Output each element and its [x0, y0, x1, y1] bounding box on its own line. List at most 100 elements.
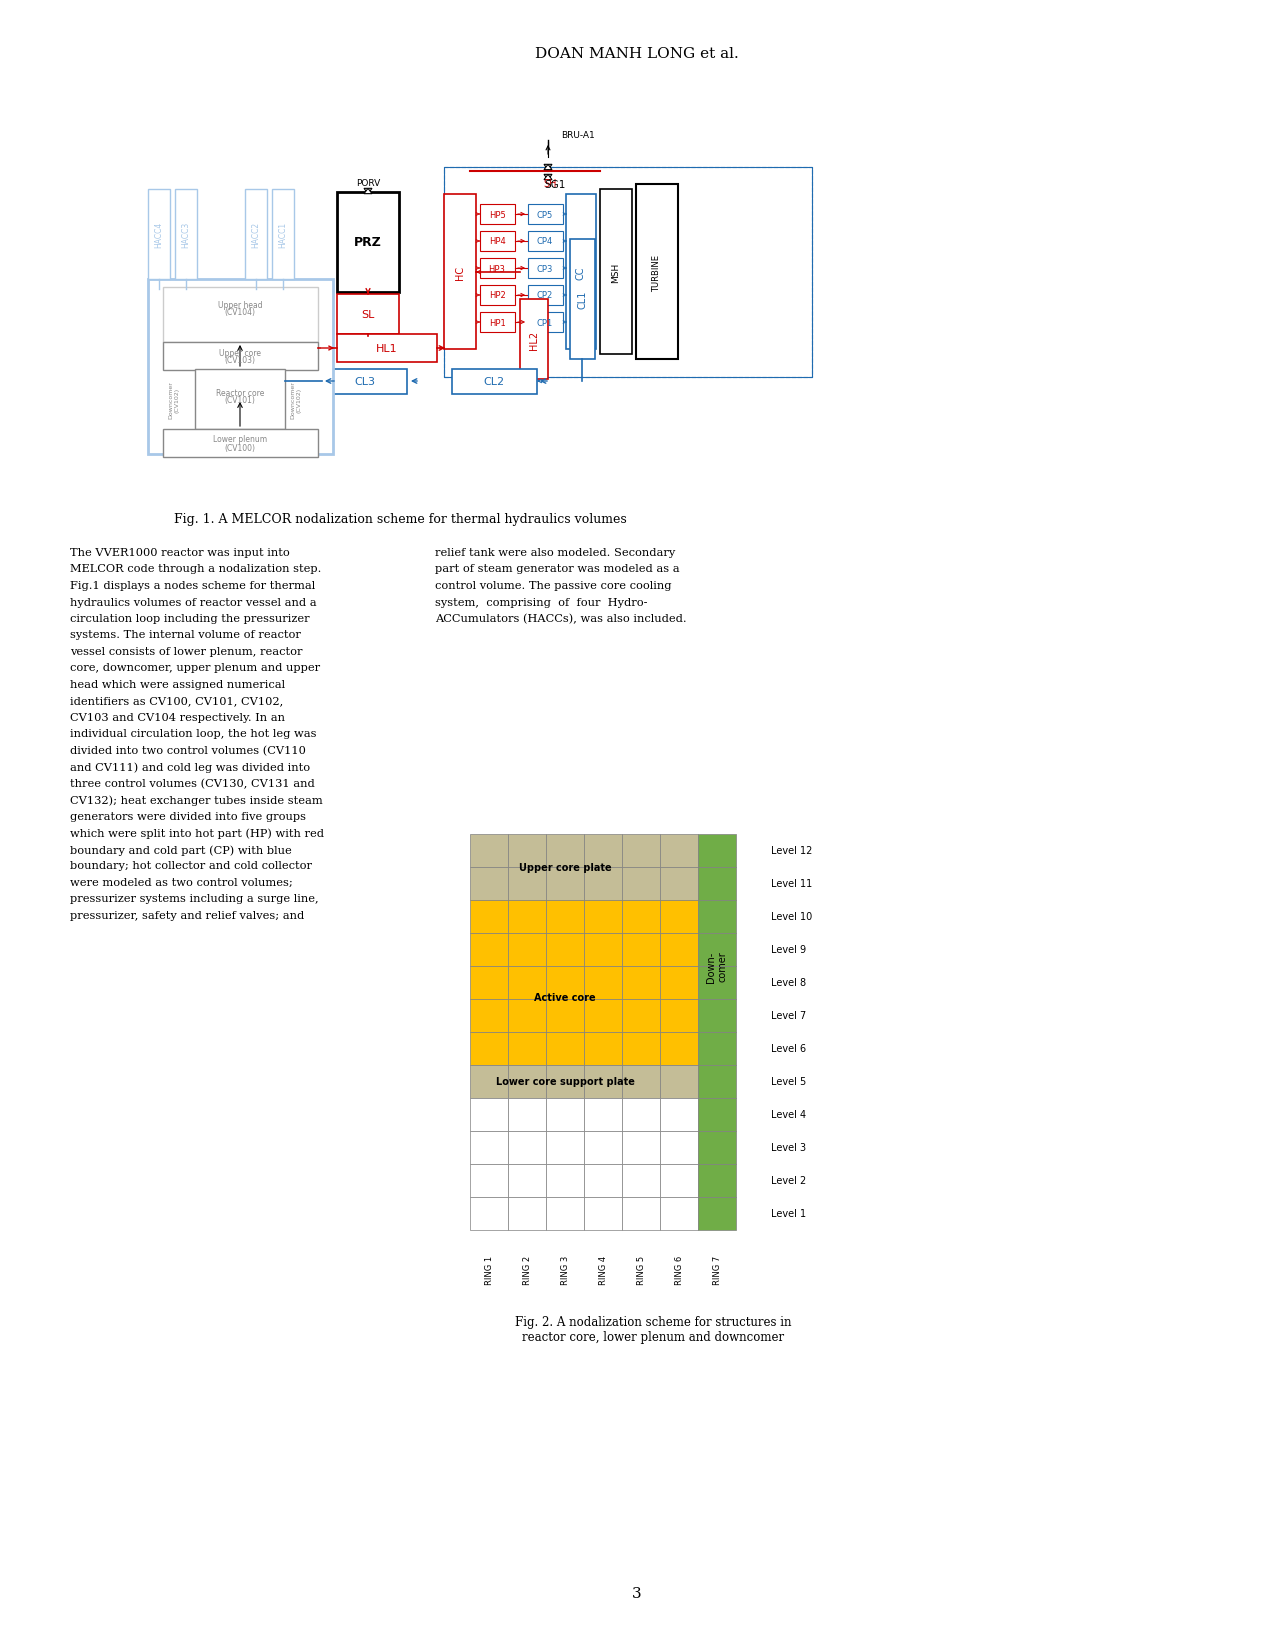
- Text: Lower core support plate: Lower core support plate: [496, 1076, 634, 1086]
- Bar: [547, 999, 583, 1032]
- Bar: [698, 1032, 736, 1065]
- Bar: [508, 1131, 547, 1163]
- Bar: [470, 1098, 508, 1131]
- Bar: [508, 1032, 547, 1065]
- Text: MSH: MSH: [612, 262, 620, 283]
- Bar: [480, 313, 515, 333]
- Bar: [445, 168, 812, 377]
- Bar: [527, 313, 563, 333]
- Text: CP4: CP4: [536, 237, 553, 246]
- Bar: [508, 1065, 547, 1098]
- Text: were modeled as two control volumes;: were modeled as two control volumes;: [70, 877, 293, 888]
- Text: DOAN MANH LONG et al.: DOAN MANH LONG et al.: [535, 48, 739, 61]
- Bar: [583, 1198, 622, 1231]
- Text: Reactor core: Reactor core: [215, 389, 264, 397]
- Bar: [547, 1131, 583, 1163]
- Bar: [527, 204, 563, 224]
- Text: hydraulics volumes of reactor vessel and a: hydraulics volumes of reactor vessel and…: [70, 597, 317, 606]
- Text: generators were divided into five groups: generators were divided into five groups: [70, 811, 306, 821]
- Bar: [698, 867, 736, 900]
- Text: HACC1: HACC1: [279, 222, 288, 247]
- Bar: [698, 834, 736, 867]
- Text: MELCOR code through a nodalization step.: MELCOR code through a nodalization step.: [70, 564, 321, 574]
- Bar: [175, 190, 197, 280]
- Bar: [583, 834, 622, 867]
- Bar: [660, 933, 698, 966]
- Bar: [698, 900, 736, 933]
- Bar: [583, 1098, 622, 1131]
- Bar: [583, 999, 622, 1032]
- Bar: [163, 430, 318, 458]
- Text: Downcomer
(CV102): Downcomer (CV102): [168, 381, 180, 419]
- Bar: [470, 933, 508, 966]
- Text: (CV103): (CV103): [224, 356, 256, 366]
- Text: CV103 and CV104 respectively. In an: CV103 and CV104 respectively. In an: [70, 712, 285, 722]
- Text: divided into two control volumes (CV110: divided into two control volumes (CV110: [70, 745, 306, 756]
- Bar: [322, 369, 406, 396]
- Bar: [660, 900, 698, 933]
- Text: RING 1: RING 1: [484, 1256, 493, 1284]
- Bar: [622, 1163, 660, 1198]
- Text: control volume. The passive core cooling: control volume. The passive core cooling: [434, 580, 671, 590]
- Bar: [508, 966, 547, 999]
- Text: CC: CC: [576, 265, 586, 280]
- Text: core, downcomer, upper plenum and upper: core, downcomer, upper plenum and upper: [70, 662, 320, 672]
- Bar: [660, 1163, 698, 1198]
- Text: HACC4: HACC4: [154, 222, 163, 247]
- Bar: [338, 335, 437, 363]
- Polygon shape: [544, 165, 552, 170]
- Text: Upper core: Upper core: [219, 348, 261, 358]
- Bar: [508, 933, 547, 966]
- Bar: [508, 900, 547, 933]
- Text: (CV101): (CV101): [224, 396, 256, 405]
- Text: CP3: CP3: [536, 264, 553, 274]
- Text: BRU-A1: BRU-A1: [561, 130, 595, 140]
- Text: Level 6: Level 6: [771, 1043, 806, 1053]
- Bar: [547, 867, 583, 900]
- Bar: [698, 1198, 736, 1231]
- Bar: [508, 1163, 547, 1198]
- Bar: [622, 1198, 660, 1231]
- Bar: [148, 190, 169, 280]
- Bar: [470, 867, 508, 900]
- Text: HACC2: HACC2: [251, 222, 260, 247]
- Bar: [470, 1032, 508, 1065]
- Text: The VVER1000 reactor was input into: The VVER1000 reactor was input into: [70, 547, 289, 557]
- Text: CL2: CL2: [483, 377, 505, 387]
- Bar: [622, 834, 660, 867]
- Bar: [195, 369, 285, 430]
- Bar: [163, 343, 318, 371]
- Bar: [527, 285, 563, 307]
- Text: Down-
comer: Down- comer: [706, 951, 727, 982]
- Text: boundary and cold part (CP) with blue: boundary and cold part (CP) with blue: [70, 844, 292, 855]
- Text: Level 12: Level 12: [771, 845, 813, 855]
- Text: HL1: HL1: [376, 344, 397, 354]
- Text: RING 7: RING 7: [712, 1256, 721, 1284]
- Bar: [660, 999, 698, 1032]
- Polygon shape: [544, 165, 552, 170]
- Polygon shape: [544, 175, 552, 181]
- Text: vessel consists of lower plenum, reactor: vessel consists of lower plenum, reactor: [70, 646, 302, 656]
- Bar: [470, 1163, 508, 1198]
- Bar: [508, 1098, 547, 1131]
- Polygon shape: [364, 190, 372, 194]
- Bar: [698, 1065, 736, 1098]
- Text: CL1: CL1: [577, 290, 587, 310]
- Bar: [622, 999, 660, 1032]
- Text: RING 6: RING 6: [674, 1256, 683, 1284]
- Text: HP4: HP4: [489, 237, 506, 246]
- Text: RING 4: RING 4: [599, 1256, 608, 1284]
- Bar: [547, 1163, 583, 1198]
- Bar: [660, 834, 698, 867]
- Bar: [583, 1163, 622, 1198]
- Text: HP1: HP1: [489, 318, 506, 328]
- Text: HP2: HP2: [489, 292, 506, 300]
- Bar: [245, 190, 268, 280]
- Text: relief tank were also modeled. Secondary: relief tank were also modeled. Secondary: [434, 547, 675, 557]
- Bar: [338, 193, 399, 293]
- Text: RING 3: RING 3: [561, 1256, 569, 1284]
- Bar: [480, 259, 515, 279]
- Bar: [583, 900, 622, 933]
- Bar: [547, 834, 583, 867]
- Bar: [547, 1098, 583, 1131]
